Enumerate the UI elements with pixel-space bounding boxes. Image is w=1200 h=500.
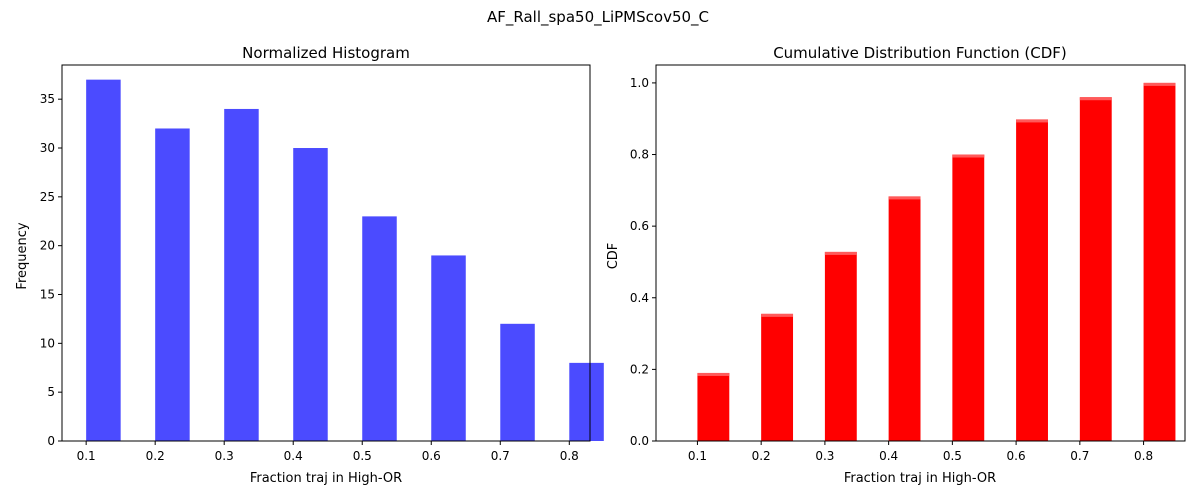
cdf-bar-top-edge bbox=[1143, 82, 1176, 86]
histogram-xlabel: Fraction traj in High-OR bbox=[250, 471, 402, 486]
cdf-xtick-label: 0.7 bbox=[1070, 449, 1089, 463]
cdf-ytick-label: 0.2 bbox=[630, 362, 649, 376]
histogram-ylabel: Frequency bbox=[15, 222, 30, 289]
histogram-bar bbox=[569, 362, 604, 441]
histogram-bar bbox=[155, 128, 190, 441]
cdf-marks: 0.1 0.2 0.3 0.4 0.5 0.6 0.7 0.8 0.0 0.2 0.4 0.6 0.8 1… bbox=[630, 76, 1176, 463]
histogram-bar bbox=[293, 148, 328, 441]
cdf-axes-frame bbox=[655, 64, 1186, 442]
histogram-xtick-label: 0.5 bbox=[353, 449, 372, 463]
cdf-xtick-label: 0.3 bbox=[815, 449, 834, 463]
cdf-bar-top-edge bbox=[888, 196, 921, 200]
cdf-bar-top-edge bbox=[1079, 97, 1112, 101]
histogram-ytick-label: 35 bbox=[40, 92, 55, 106]
histogram-xtick-label: 0.4 bbox=[284, 449, 303, 463]
cdf-bar bbox=[697, 372, 730, 441]
cdf-bar-top-edge bbox=[761, 313, 794, 317]
histogram-marks: 0.1 0.2 0.3 0.4 0.5 0.6 0.7 0.8 0 5 10 15 20 25 30 35 bbox=[40, 79, 604, 463]
cdf-xtick-label: 0.5 bbox=[943, 449, 962, 463]
cdf-ytick-label: 0.6 bbox=[630, 219, 649, 233]
cdf-ylabel: CDF bbox=[606, 243, 621, 270]
cdf-title: Cumulative Distribution Function (CDF) bbox=[773, 44, 1067, 62]
histogram-ytick-label: 20 bbox=[40, 239, 55, 253]
histogram-bar bbox=[86, 79, 121, 441]
cdf-bar bbox=[761, 313, 794, 441]
histogram-bar bbox=[362, 216, 397, 441]
cdf-xtick-label: 0.2 bbox=[752, 449, 771, 463]
histogram-xtick-label: 0.2 bbox=[146, 449, 165, 463]
histogram-xtick-label: 0.3 bbox=[215, 449, 234, 463]
cdf-bar-top-edge bbox=[1016, 119, 1048, 123]
histogram-chart: Normalized Histogram Fraction traj in Hi… bbox=[15, 44, 604, 486]
histogram-ytick-label: 30 bbox=[40, 141, 55, 155]
histogram-ytick-label: 5 bbox=[47, 385, 55, 399]
histogram-bar bbox=[500, 323, 535, 441]
histogram-xtick-label: 0.1 bbox=[77, 449, 96, 463]
cdf-ytick-label: 1.0 bbox=[630, 76, 649, 90]
cdf-bar-top-edge bbox=[952, 154, 985, 158]
histogram-xtick-label: 0.6 bbox=[422, 449, 441, 463]
cdf-bar bbox=[888, 196, 921, 441]
histogram-bar bbox=[224, 108, 259, 441]
histogram-xtick-label: 0.7 bbox=[491, 449, 510, 463]
cdf-bar bbox=[824, 251, 857, 441]
cdf-xtick-label: 0.4 bbox=[879, 449, 898, 463]
cdf-bar bbox=[952, 154, 985, 441]
histogram-ytick-label: 10 bbox=[40, 336, 55, 350]
cdf-bar bbox=[1016, 119, 1048, 441]
histogram-ytick-label: 15 bbox=[40, 288, 55, 302]
histogram-title: Normalized Histogram bbox=[242, 44, 410, 62]
histogram-axes-frame bbox=[61, 64, 591, 442]
cdf-ytick-label: 0.4 bbox=[630, 291, 649, 305]
histogram-xtick-label: 0.8 bbox=[560, 449, 579, 463]
cdf-xtick-label: 0.1 bbox=[688, 449, 707, 463]
cdf-xtick-label: 0.8 bbox=[1134, 449, 1153, 463]
cdf-chart: Cumulative Distribution Function (CDF) F… bbox=[606, 44, 1186, 486]
figure-suptitle: AF_Rall_spa50_LiPMScov50_C bbox=[487, 8, 709, 27]
histogram-ytick-label: 25 bbox=[40, 190, 55, 204]
histogram-bar bbox=[431, 255, 466, 441]
cdf-xlabel: Fraction traj in High-OR bbox=[844, 471, 996, 486]
cdf-bar-top-edge bbox=[824, 251, 857, 255]
cdf-bar bbox=[1143, 82, 1176, 442]
cdf-xtick-label: 0.6 bbox=[1007, 449, 1026, 463]
cdf-ytick-label: 0.8 bbox=[630, 148, 649, 162]
cdf-bar bbox=[1079, 97, 1112, 441]
cdf-bar-top-edge bbox=[697, 372, 730, 376]
histogram-ytick-label: 0 bbox=[47, 434, 55, 448]
cdf-ytick-label: 0.0 bbox=[630, 434, 649, 448]
